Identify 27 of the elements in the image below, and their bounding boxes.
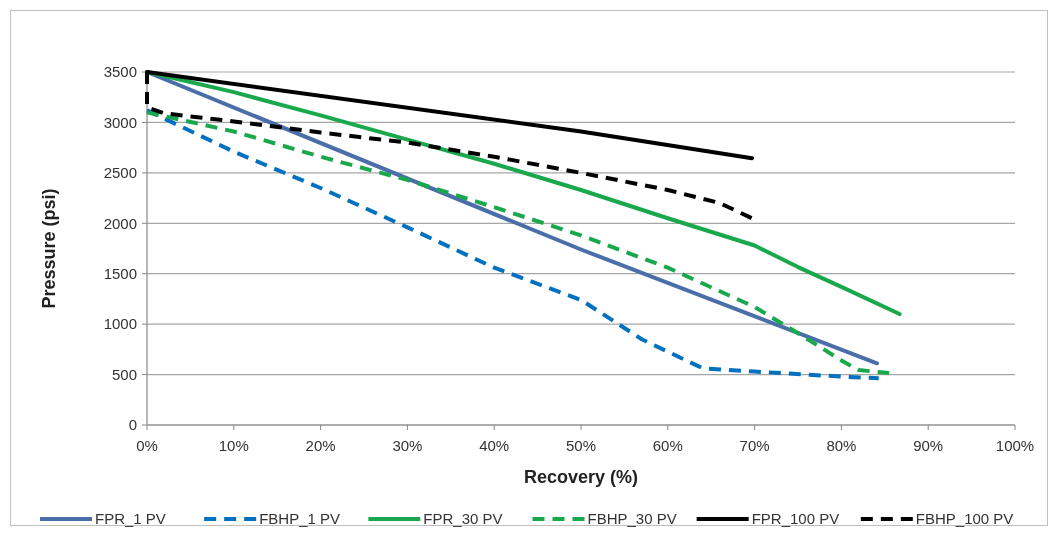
y-axis-title: Pressure (psi) [39,188,59,309]
x-tick-label: 100% [995,437,1035,454]
x-tick-label: 80% [826,437,857,454]
x-tick-label: 90% [913,437,944,454]
x-tick-label: 70% [739,437,770,454]
legend-label: FBHP_30 PV [587,510,677,528]
x-tick-label: 0% [136,437,158,454]
y-tick-label: 2500 [103,164,137,182]
x-tick-label: 20% [305,437,336,454]
y-tick-label: 3000 [103,113,137,131]
legend-label: FBHP_100 PV [915,510,1014,528]
x-tick-label: 30% [392,437,423,454]
x-tick-label: 50% [565,437,597,454]
legend-label: FPR_100 PV [751,510,840,528]
x-tick-label: 40% [479,437,510,454]
x-tick-label: 10% [218,437,249,454]
legend-label: FBHP_1 PV [259,510,341,528]
y-tick-label: 0 [128,416,137,434]
x-tick-label: 60% [652,437,683,454]
y-tick-label: 1500 [103,264,137,282]
legend-label: FPR_1 PV [95,510,166,528]
y-tick-label: 500 [111,365,137,383]
y-tick-label: 1000 [103,315,137,333]
y-tick-label: 3500 [103,63,137,81]
legend-label: FPR_30 PV [423,510,503,528]
y-tick-label: 2000 [103,214,137,232]
x-axis-title: Recovery (%) [523,467,639,487]
